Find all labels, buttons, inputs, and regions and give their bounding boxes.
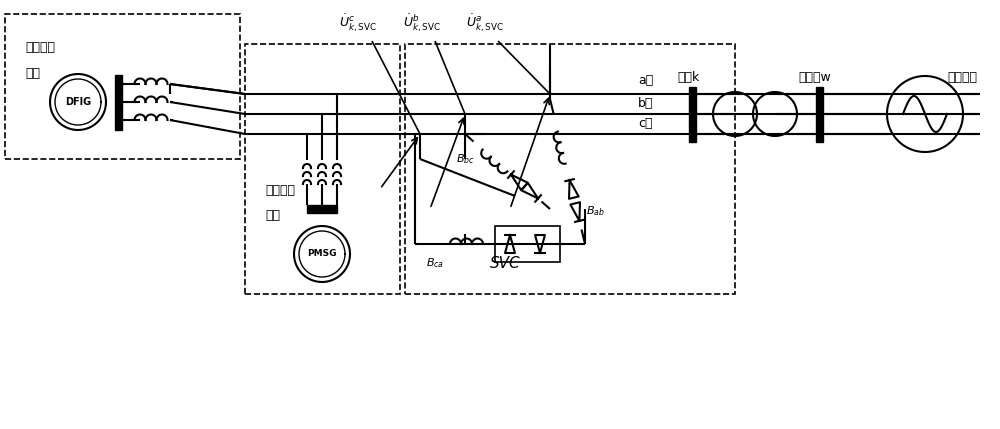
Text: a相: a相 xyxy=(638,74,653,87)
Text: 电场: 电场 xyxy=(265,209,280,222)
Bar xyxy=(307,205,337,213)
Text: DFIG: DFIG xyxy=(65,97,91,107)
Text: 双馈型风: 双馈型风 xyxy=(25,41,55,54)
Text: c相: c相 xyxy=(638,117,652,130)
Bar xyxy=(5,14,240,159)
Text: 外部电网: 外部电网 xyxy=(947,71,977,84)
Text: 电场: 电场 xyxy=(25,67,40,80)
Text: $\dot{U}_{k,\mathrm{SVC}}^a$: $\dot{U}_{k,\mathrm{SVC}}^a$ xyxy=(466,12,504,34)
Bar xyxy=(495,226,560,262)
Bar xyxy=(816,87,823,142)
Bar xyxy=(688,87,696,142)
Text: 并网点w: 并网点w xyxy=(799,71,831,84)
Text: b相: b相 xyxy=(638,97,653,110)
Text: SVC: SVC xyxy=(490,256,520,271)
Text: $B_{bc}$: $B_{bc}$ xyxy=(456,152,475,166)
Bar xyxy=(114,75,122,130)
Bar xyxy=(245,44,400,294)
Text: $\dot{U}_{k,\mathrm{SVC}}^b$: $\dot{U}_{k,\mathrm{SVC}}^b$ xyxy=(403,12,441,34)
Text: 节点k: 节点k xyxy=(677,71,699,84)
Text: 直驱型风: 直驱型风 xyxy=(265,184,295,197)
Text: $\dot{U}_{k,\mathrm{SVC}}^c$: $\dot{U}_{k,\mathrm{SVC}}^c$ xyxy=(339,12,377,34)
Text: $B_{ca}$: $B_{ca}$ xyxy=(426,256,444,270)
Bar xyxy=(405,44,735,294)
Text: $B_{ab}$: $B_{ab}$ xyxy=(586,204,605,218)
Text: PMSG: PMSG xyxy=(307,250,337,259)
